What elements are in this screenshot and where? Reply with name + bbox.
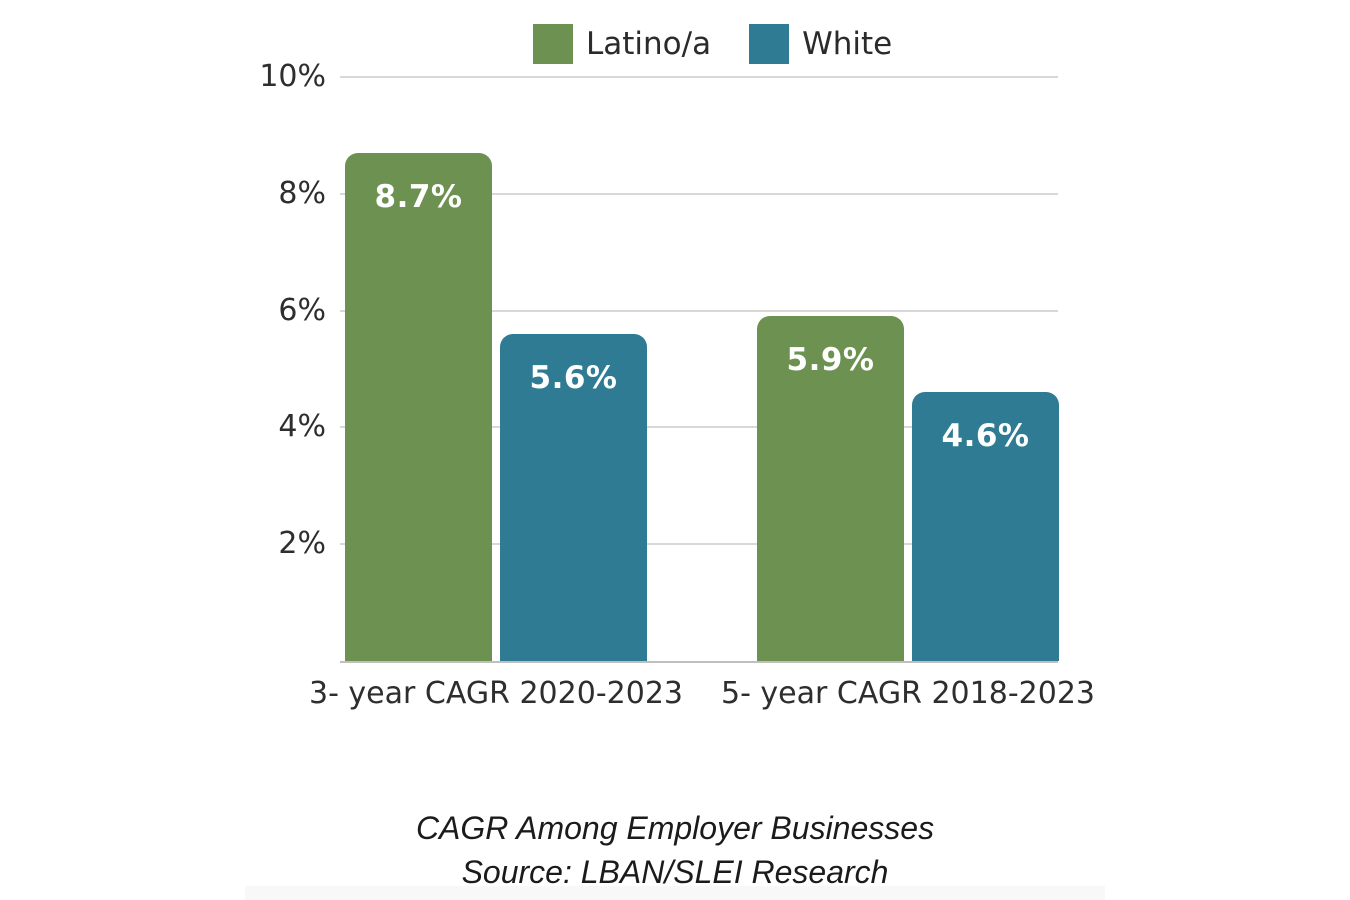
chart-caption: CAGR Among Employer Businesses Source: L…: [0, 806, 1350, 894]
x-axis-line: [340, 661, 1058, 663]
bar-latinoa-group1: 8.7%: [345, 153, 492, 661]
letterbox-artifact-band: [245, 886, 1105, 900]
y-axis-tick-label: 8%: [278, 175, 326, 211]
gridline: [340, 426, 1058, 429]
gridline: [340, 309, 1058, 312]
legend-item-white: White: [749, 24, 892, 64]
legend-label-white: White: [802, 26, 893, 62]
x-axis-category-label: 5- year CAGR 2018-2023: [720, 676, 1095, 711]
bar-latinoa-group2: 5.9%: [757, 316, 904, 661]
bar-value-label: 5.9%: [786, 342, 875, 378]
bar-value-label: 5.6%: [529, 360, 618, 396]
bar-white-group1: 5.6%: [500, 334, 647, 661]
y-axis-tick-label: 6%: [278, 292, 326, 328]
legend-item-latino: Latino/a: [533, 24, 711, 64]
legend-swatch-latino-icon: [533, 24, 573, 64]
gridline: [340, 192, 1058, 195]
y-axis-tick-label: 2%: [278, 526, 326, 562]
bar-value-label: 8.7%: [374, 179, 463, 215]
caption-title: CAGR Among Employer Businesses: [415, 810, 935, 846]
caption-source: Source: LBAN/SLEI Research: [461, 854, 889, 890]
legend-label-latino: Latino/a: [586, 26, 712, 62]
bar-value-label: 4.6%: [941, 418, 1030, 454]
chart-legend: Latino/a White: [533, 24, 892, 64]
x-axis-category-label: 3- year CAGR 2020-2023: [308, 676, 683, 711]
y-axis-tick-label: 10%: [259, 59, 326, 94]
gridline: [340, 543, 1058, 546]
legend-swatch-white-icon: [749, 24, 790, 64]
y-axis-tick-label: 4%: [278, 409, 326, 445]
gridline: [340, 76, 1058, 78]
bar-white-group2: 4.6%: [912, 392, 1059, 661]
